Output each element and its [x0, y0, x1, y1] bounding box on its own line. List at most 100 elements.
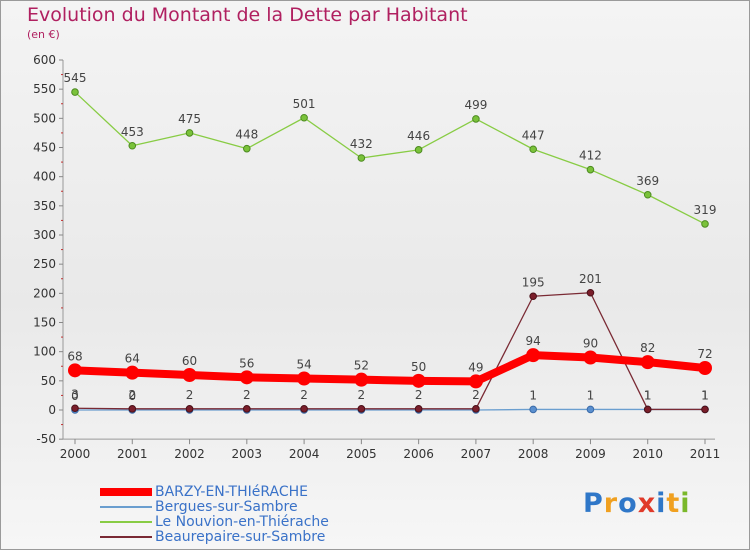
y-tick-label: 50 — [41, 374, 56, 388]
series-nouvion-data-label: 319 — [694, 203, 717, 217]
legend-swatch — [100, 488, 152, 496]
logo-letter: r — [603, 488, 619, 519]
series-nouvion-data-label: 412 — [579, 149, 602, 163]
legend-swatch — [100, 506, 152, 508]
series-nouvion-data-label: 446 — [407, 129, 430, 143]
series-beaurepaire-data-label: 1 — [644, 388, 652, 402]
series-barzy-point — [526, 348, 541, 363]
series-nouvion-point — [128, 141, 137, 150]
series-bergues-point — [586, 405, 595, 414]
series-barzy-point — [698, 361, 712, 375]
series-barzy-point — [640, 355, 655, 370]
series-bergues-data-label: 0 — [71, 389, 79, 403]
series-beaurepaire-data-label: 2 — [300, 388, 308, 402]
series-nouvion-data-label: 369 — [636, 174, 659, 188]
x-tick-label: 2002 — [174, 447, 205, 461]
y-tick-label: 400 — [33, 170, 56, 184]
y-tick-label: 300 — [33, 228, 56, 242]
series-nouvion-point — [643, 190, 652, 199]
x-tick-label: 2005 — [346, 447, 377, 461]
series-beaurepaire-point — [701, 405, 709, 414]
chart-title: Evolution du Montant de la Dette par Hab… — [27, 4, 468, 26]
series-nouvion-point — [529, 145, 537, 154]
series-beaurepaire-data-label: 2 — [415, 388, 423, 402]
x-tick-label: 2009 — [575, 447, 606, 461]
series-nouvion-point — [414, 146, 423, 154]
series-bergues-point — [529, 405, 537, 414]
legend-swatch — [100, 536, 152, 538]
x-tick-label: 2003 — [232, 447, 263, 461]
series-nouvion-point — [185, 129, 194, 137]
series-barzy-point — [583, 350, 598, 365]
y-tick-label: 500 — [33, 111, 56, 125]
series-barzy-data-label: 54 — [296, 358, 311, 372]
x-tick-label: 2011 — [690, 447, 721, 461]
series-beaurepaire-point — [414, 405, 423, 413]
series-nouvion-data-label: 432 — [350, 137, 373, 151]
y-tick-label: 550 — [33, 82, 56, 96]
logo-letter: x — [637, 488, 657, 519]
series-barzy-data-label: 94 — [526, 334, 541, 348]
series-beaurepaire-data-label: 195 — [522, 275, 545, 289]
series-beaurepaire-data-label: 3 — [71, 387, 79, 401]
series-nouvion-data-label: 499 — [464, 98, 487, 112]
series-barzy-point — [125, 365, 140, 380]
series-nouvion-line — [74, 91, 706, 225]
series-beaurepaire-point — [529, 292, 537, 301]
series-beaurepaire-data-label: 1 — [701, 388, 709, 402]
series-nouvion-point — [586, 165, 595, 174]
series-barzy-line — [71, 351, 709, 386]
x-tick-label: 2008 — [518, 447, 549, 461]
y-tick-label: 0 — [48, 403, 56, 417]
series-nouvion-point — [472, 115, 480, 123]
series-beaurepaire-point — [128, 405, 137, 413]
series-barzy-point — [411, 373, 426, 388]
series-nouvion-data-label: 447 — [522, 128, 545, 142]
series-beaurepaire-point — [357, 405, 366, 413]
series-barzy-data-label: 64 — [125, 352, 140, 366]
y-tick-label: 150 — [33, 316, 56, 330]
series-beaurepaire-data-label: 2 — [358, 388, 366, 402]
x-tick-label: 2007 — [461, 447, 492, 461]
series-beaurepaire-point — [300, 405, 308, 413]
y-tick-label: 100 — [33, 345, 56, 359]
x-tick-label: 2010 — [632, 447, 663, 461]
series-beaurepaire-data-label: 2 — [243, 388, 251, 402]
series-nouvion-data-label: 545 — [64, 71, 87, 85]
series-nouvion-data-label: 453 — [121, 125, 144, 139]
series-nouvion-point — [701, 220, 709, 228]
chart-subtitle: (en €) — [27, 28, 60, 41]
series-barzy-point — [354, 372, 369, 387]
series-nouvion-data-label: 475 — [178, 112, 201, 126]
legend-label: Beaurepaire-sur-Sambre — [155, 529, 326, 545]
series-barzy-data-label: 60 — [182, 354, 197, 368]
series-beaurepaire-data-label: 2 — [186, 388, 194, 402]
series-bergues-data-label: 0 — [128, 389, 136, 403]
series-barzy-point — [468, 374, 483, 389]
logo-letter: i — [680, 488, 691, 519]
series-beaurepaire-data-label: 2 — [128, 388, 136, 402]
series-barzy-point — [182, 368, 197, 382]
legend-label: BARZY-EN-THIéRACHE — [155, 484, 308, 500]
series-beaurepaire-point — [185, 405, 194, 413]
series-bergues-line — [74, 408, 706, 411]
series-bergues-data-label: 1 — [701, 388, 709, 402]
y-tick-label: 350 — [33, 199, 56, 213]
logo-letter: o — [618, 488, 638, 519]
series-barzy-data-label: 49 — [468, 360, 483, 374]
x-tick-label: 2004 — [289, 447, 320, 461]
series-barzy-data-label: 82 — [640, 341, 655, 355]
series-beaurepaire-point — [243, 405, 251, 413]
series-nouvion-point — [243, 144, 251, 153]
series-bergues-data-label: 1 — [587, 388, 595, 402]
series-nouvion-point — [300, 113, 308, 122]
series-nouvion-data-label: 501 — [293, 97, 316, 111]
logo-letter: t — [666, 488, 681, 519]
series-beaurepaire-data-label: 201 — [579, 272, 602, 286]
series-barzy-data-label: 50 — [411, 360, 426, 374]
legend-label: Bergues-sur-Sambre — [155, 499, 298, 515]
series-nouvion-point — [357, 154, 366, 162]
legend-label: Le Nouvion-en-Thiérache — [155, 514, 329, 530]
series-barzy-data-label: 68 — [67, 349, 82, 363]
series-bergues-data-label: 1 — [644, 388, 652, 402]
